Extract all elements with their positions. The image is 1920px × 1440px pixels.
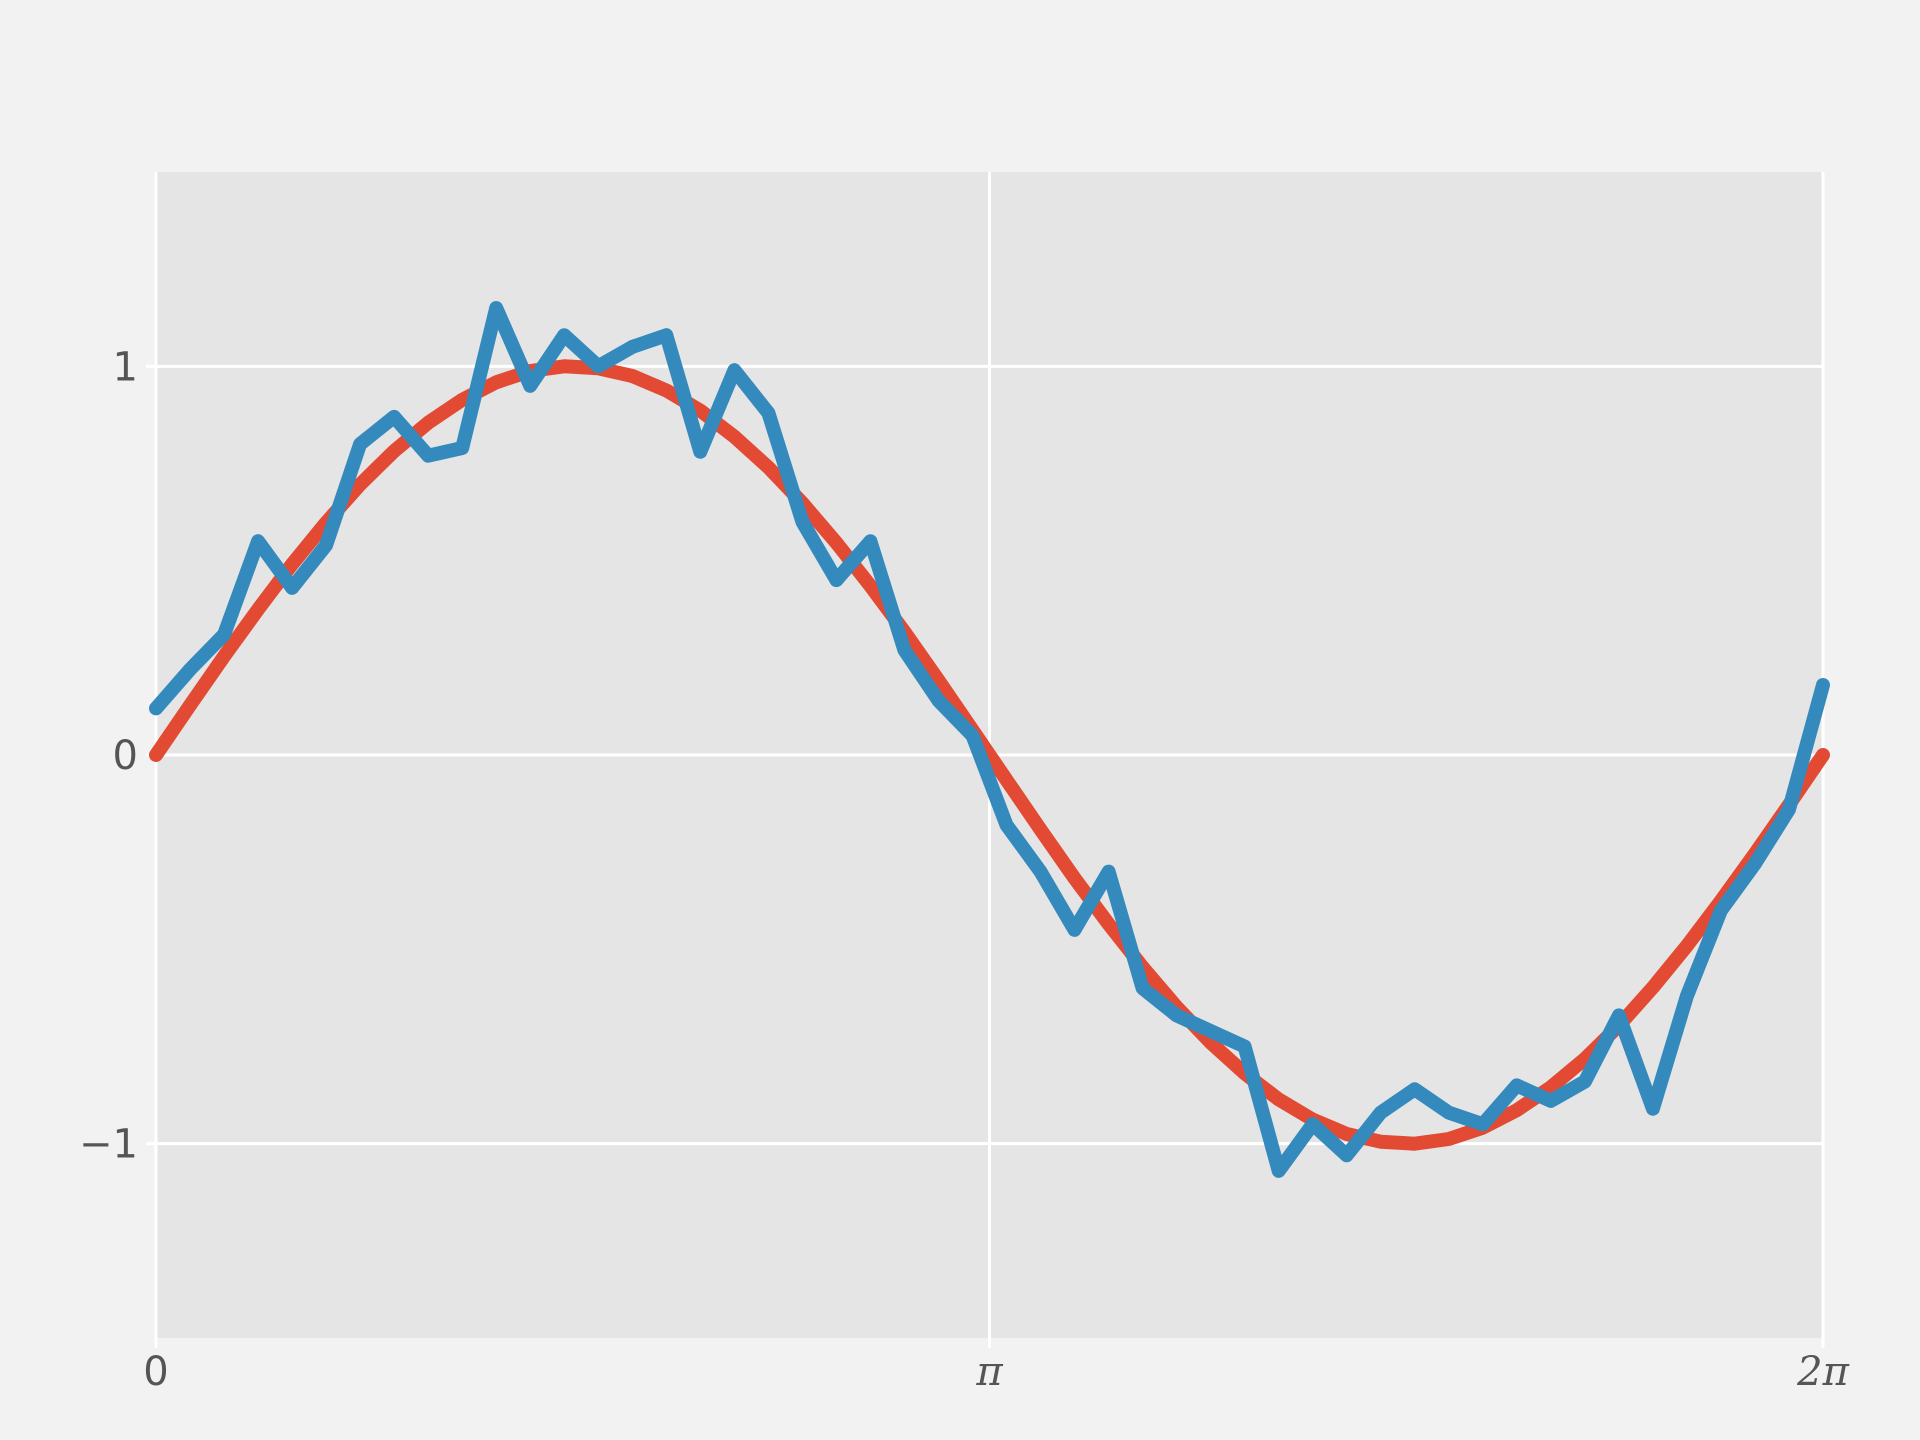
x-tick-label: 2π	[1796, 1349, 1849, 1395]
x-tick-label: 0	[143, 1349, 168, 1395]
y-tick-label: 1	[113, 344, 138, 390]
x-tick-label: π	[975, 1349, 1003, 1395]
y-tick-label: 0	[113, 733, 138, 779]
series-line-1	[149, 301, 1830, 1178]
y-tick-label: −1	[79, 1122, 138, 1168]
data-series	[149, 301, 1830, 1178]
y-tick-labels: 1 0 −1	[79, 344, 138, 1167]
x-tick-labels: 0 π 2π	[143, 1349, 1849, 1395]
